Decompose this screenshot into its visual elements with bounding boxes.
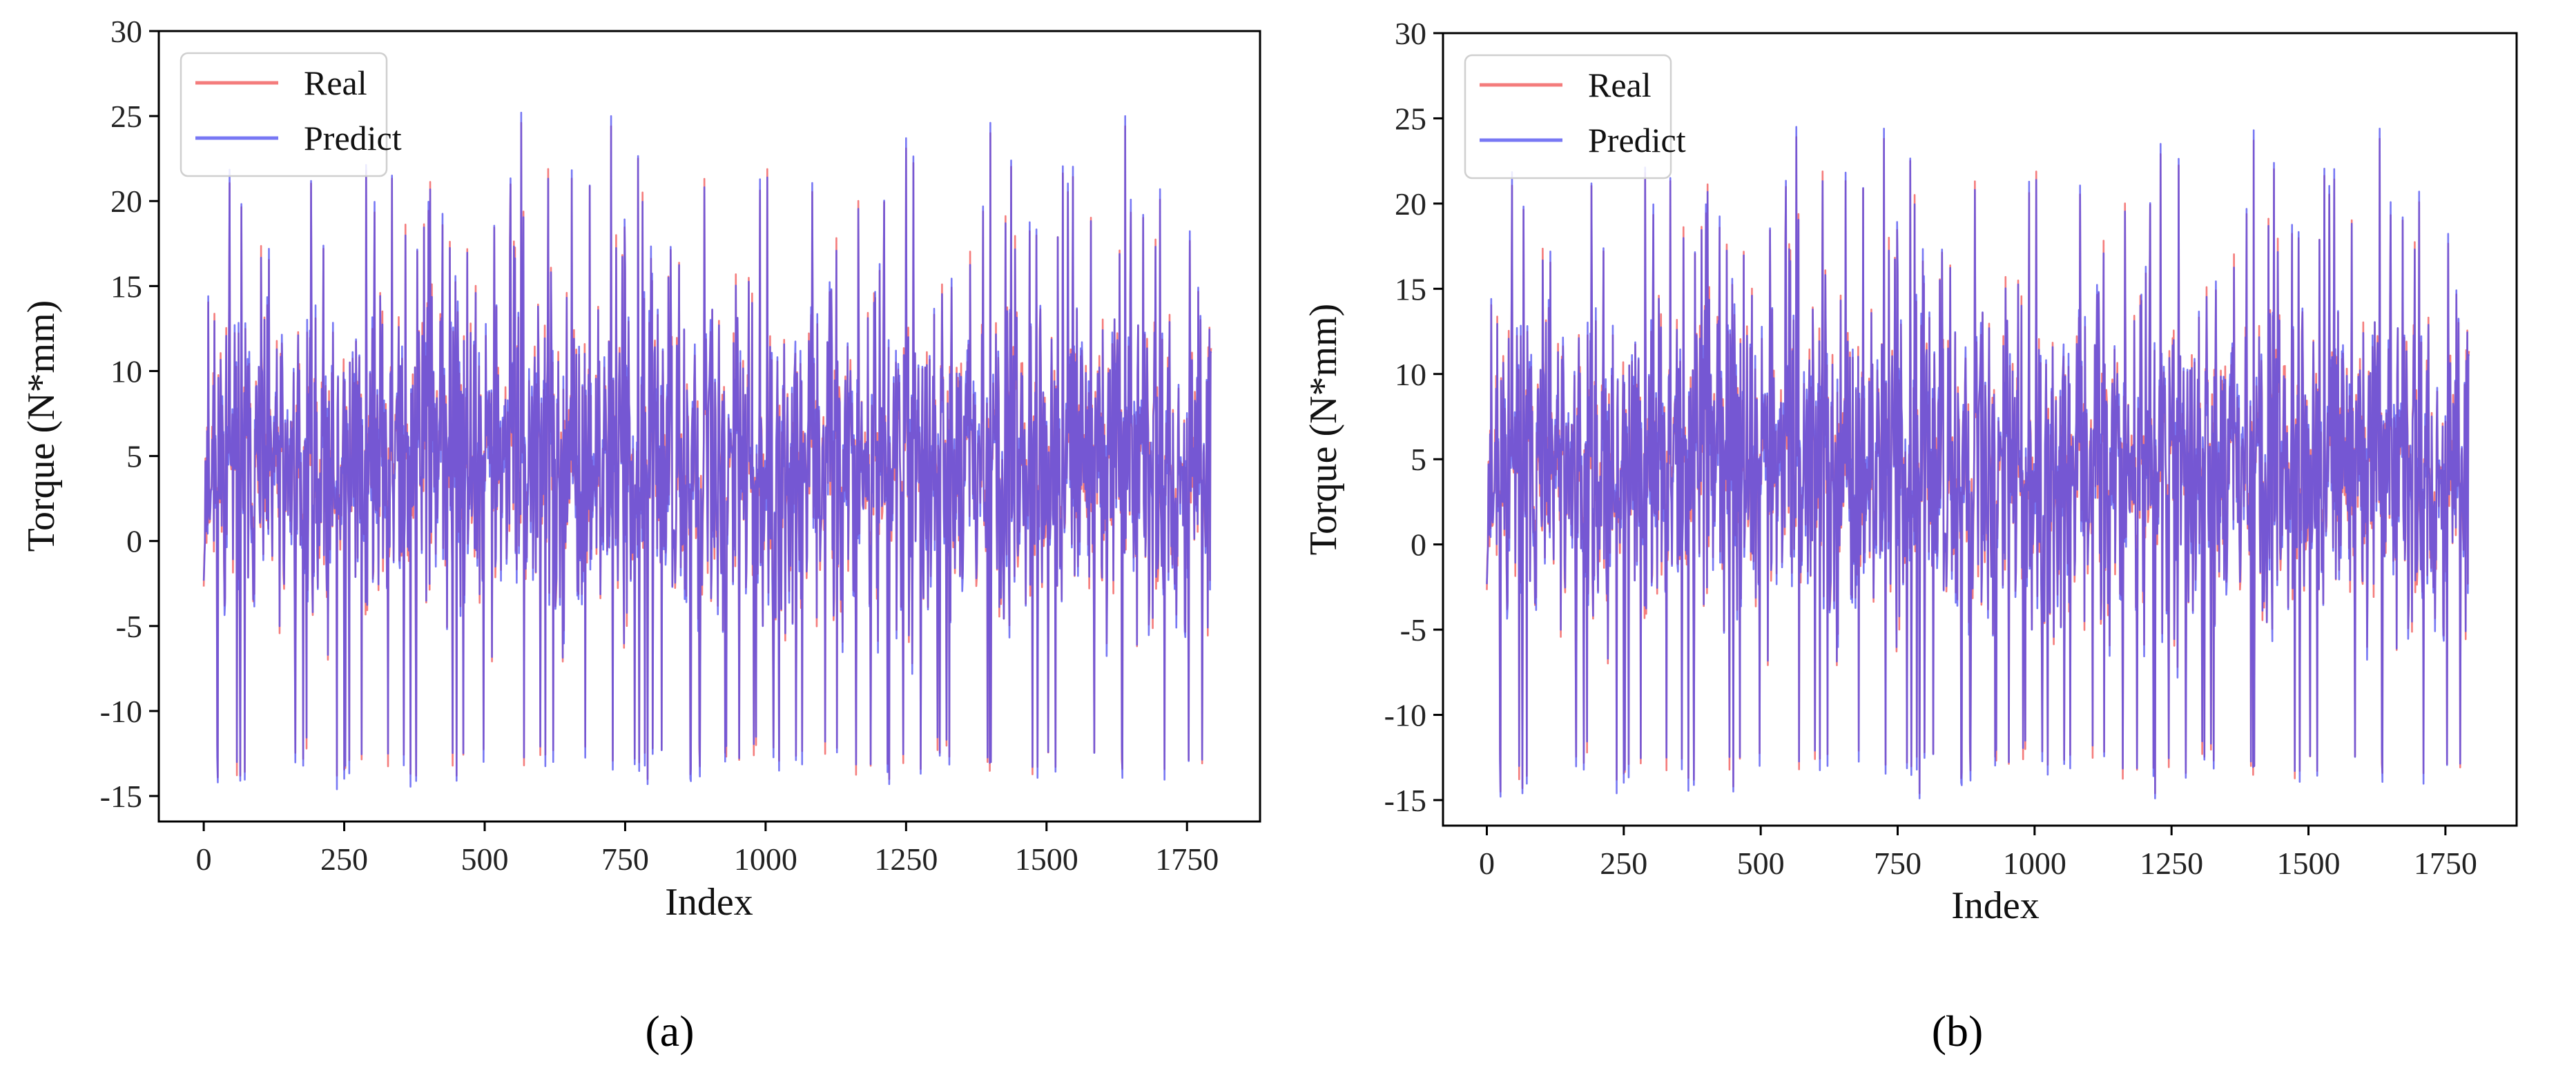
y-tick-label: 5 [126, 439, 142, 474]
y-tick-label: 20 [1395, 186, 1426, 222]
plot-area [1486, 126, 2470, 799]
y-tick-label: 10 [110, 353, 142, 389]
y-axis: -15 -10 -5 0 5 10 15 20 25 30 [1384, 16, 1443, 818]
y-tick-label: -5 [116, 609, 142, 644]
x-tick-label: 1500 [1015, 842, 1078, 877]
x-tick-label: 250 [1600, 846, 1647, 881]
y-tick-label: 25 [110, 99, 142, 134]
plot-area [202, 111, 1212, 790]
x-axis: 0 250 500 750 1000 1250 1500 1750 [196, 822, 1219, 877]
x-tick-label: 1250 [874, 842, 938, 877]
x-tick-label: 750 [601, 842, 649, 877]
legend-label-predict: Predict [1588, 121, 1686, 159]
x-tick-label: 500 [461, 842, 508, 877]
y-tick-label: -5 [1400, 612, 1426, 648]
y-tick-label: 25 [1395, 101, 1426, 136]
y-tick-label: 15 [110, 269, 142, 304]
y-axis: -15 -10 -5 0 5 10 15 20 25 30 [100, 14, 159, 814]
x-tick-label: 1250 [2140, 846, 2203, 881]
x-tick-label: 1000 [2003, 846, 2066, 881]
y-tick-label: 10 [1395, 357, 1426, 392]
x-axis-title: Index [1951, 884, 2040, 927]
y-tick-label: -10 [1384, 698, 1426, 733]
axes-frame [157, 30, 1261, 823]
y-axis-title: Torque (N*mm) [20, 300, 63, 552]
legend: Real Predict [1464, 54, 1686, 179]
x-axis: 0 250 500 750 1000 1250 1500 1750 [1479, 826, 2477, 881]
y-tick-label: 30 [1395, 16, 1426, 51]
x-tick-label: 0 [196, 842, 212, 877]
x-tick-label: 0 [1479, 846, 1495, 881]
y-tick-label: 20 [110, 184, 142, 219]
chart-panel-b: -15 -10 -5 0 5 10 15 20 25 30 0 250 500 750 1000 1250 1… [1302, 16, 2518, 1056]
x-tick-label: 500 [1737, 846, 1785, 881]
x-tick-label: 250 [320, 842, 368, 877]
y-tick-label: 0 [1411, 527, 1426, 563]
y-tick-label: -15 [1384, 783, 1426, 818]
y-tick-label: -10 [100, 694, 142, 729]
x-tick-label: 1500 [2277, 846, 2341, 881]
y-tick-label: 15 [1395, 271, 1426, 307]
legend: Real Predict [180, 52, 402, 177]
x-axis-title: Index [665, 881, 753, 924]
panel-label-b: (b) [1932, 1007, 1984, 1056]
series-line-predict [1486, 126, 2470, 799]
x-tick-label: 1750 [2414, 846, 2477, 881]
chart-panel-a: -15 -10 -5 0 5 10 15 20 25 30 0 250 500 750 1000 1250 1… [20, 14, 1261, 1056]
y-axis-title: Torque (N*mm) [1302, 304, 1345, 556]
series-line-predict [202, 111, 1212, 790]
x-tick-label: 1750 [1155, 842, 1219, 877]
y-tick-label: 30 [110, 14, 142, 49]
x-tick-label: 750 [1874, 846, 1921, 881]
legend-label-predict: Predict [304, 119, 402, 157]
panel-label-a: (a) [645, 1007, 694, 1056]
legend-label-real: Real [304, 64, 367, 102]
y-tick-label: 0 [126, 524, 142, 559]
y-tick-label: 5 [1411, 442, 1426, 477]
x-tick-label: 1000 [734, 842, 797, 877]
y-tick-label: -15 [100, 779, 142, 814]
axes-frame [1442, 32, 2518, 827]
legend-label-real: Real [1588, 66, 1652, 104]
